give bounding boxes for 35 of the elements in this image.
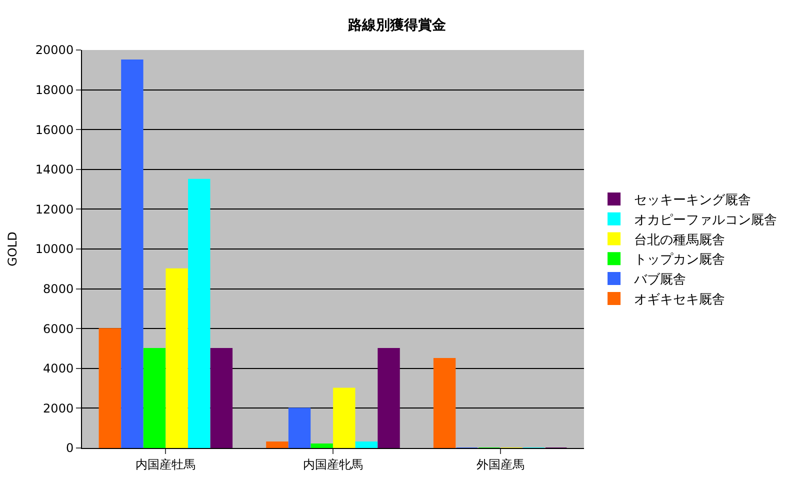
y-tick-label: 10000	[35, 242, 74, 256]
y-tick-label: 6000	[43, 322, 74, 336]
y-tick-label: 2000	[43, 401, 74, 416]
bar	[266, 442, 288, 448]
y-axis-title: GOLD	[6, 232, 20, 266]
x-tick-label: 内国産牡馬	[136, 457, 196, 472]
y-tick-label: 0	[66, 441, 74, 456]
y-tick-label: 20000	[35, 43, 74, 58]
bar	[288, 408, 311, 448]
bar	[310, 444, 333, 448]
bar	[433, 358, 456, 448]
y-tick-label: 12000	[35, 202, 74, 216]
bar	[188, 178, 210, 448]
x-tick-label: 内国産牝馬	[303, 457, 363, 472]
legend-label: トップカン厩舎	[634, 252, 726, 268]
bar	[121, 59, 144, 448]
y-tick-label: 16000	[35, 122, 74, 137]
legend-label: セッキーキング厩舎	[634, 193, 752, 208]
y-tick-label: 18000	[35, 83, 74, 97]
bar	[355, 442, 378, 448]
bar	[378, 348, 400, 448]
bar	[166, 268, 188, 448]
bar	[210, 348, 233, 448]
bar	[333, 388, 356, 448]
x-tick-label: 外国産馬	[476, 457, 524, 472]
bar	[143, 348, 166, 448]
legend-label: バブ厩舎	[633, 272, 686, 288]
legend-label: 台北の種馬厩舎	[634, 232, 726, 248]
y-tick-label: 8000	[43, 282, 74, 296]
bar	[98, 328, 121, 448]
y-tick-label: 4000	[43, 362, 74, 376]
y-tick-label: 14000	[35, 162, 74, 177]
legend-label: オカピーファルコン厩舎	[634, 212, 778, 228]
legend-label: オギキセキ厩舎	[634, 292, 726, 308]
chart-title: 路線別獲得賞金	[347, 17, 447, 34]
